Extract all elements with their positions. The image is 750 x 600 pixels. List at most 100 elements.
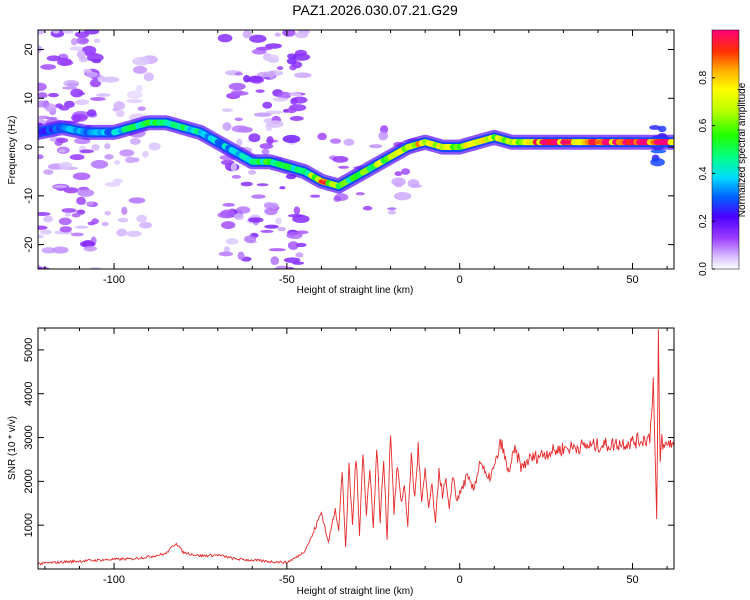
noise-blob: [72, 114, 81, 123]
spectrogram-frame: [37, 29, 675, 270]
noise-blob: [294, 31, 309, 39]
noise-blob: [135, 84, 144, 92]
noise-blob: [59, 161, 73, 170]
noise-blob: [83, 245, 97, 252]
noise-blob: [53, 184, 67, 189]
snr-ytick-label: 2000: [23, 469, 35, 493]
noise-blob: [70, 232, 84, 237]
noise-blob: [234, 72, 243, 76]
noise-blob: [282, 134, 301, 144]
noise-blob: [86, 201, 94, 206]
noise-blob: [233, 213, 245, 221]
spectrogram-ylabel: Frequency (Hz): [7, 116, 18, 185]
noise-blob: [265, 110, 283, 115]
spectrogram-xtick-label: -50: [279, 274, 295, 286]
noise-blob: [343, 138, 355, 146]
noise-blob: [277, 66, 284, 71]
noise-blob: [249, 34, 267, 43]
noise-blob: [263, 54, 279, 62]
noise-blob: [70, 88, 84, 98]
noise-blob: [253, 112, 272, 117]
noise-blob: [247, 170, 257, 175]
spectrogram-ytick-label: -10: [23, 188, 35, 204]
noise-blob: [222, 122, 232, 131]
noise-blob: [104, 182, 121, 187]
noise-blob: [38, 45, 43, 53]
noise-blob: [115, 109, 125, 118]
noise-blob: [287, 241, 299, 250]
spectrogram-xlabel: Height of straight line (km): [297, 285, 414, 296]
colorbar-tick-label: 0.8: [698, 70, 709, 84]
noise-blob: [337, 165, 350, 169]
noise-blob: [222, 202, 235, 207]
noise-blob: [277, 91, 292, 99]
snr-ytick-label: 1000: [23, 513, 35, 537]
noise-blob: [90, 96, 106, 101]
noise-blob: [261, 148, 270, 155]
noise-blob: [649, 125, 661, 130]
noise-blob: [41, 247, 56, 254]
snr-xtick-label: 0: [457, 574, 463, 586]
noise-blob: [61, 208, 77, 213]
noise-blob: [242, 30, 252, 39]
noise-blob: [333, 196, 342, 202]
noise-blob: [71, 213, 81, 218]
chart-title: PAZ1.2026.030.07.21.G29: [292, 2, 458, 18]
noise-blob: [62, 30, 74, 34]
noise-blob: [237, 251, 245, 260]
noise-blob: [91, 59, 102, 64]
noise-blob: [76, 196, 86, 205]
snr-panel: -100 -50 0 50 1000 2000 3000 4000 5000 Height of…: [7, 327, 675, 597]
noise-blob: [266, 136, 274, 145]
noise-blob: [295, 252, 304, 258]
noise-blob: [401, 168, 411, 175]
noise-blob: [40, 64, 57, 70]
noise-blob: [230, 91, 249, 96]
noise-blob: [58, 149, 66, 153]
noise-blob: [125, 156, 136, 164]
noise-blob: [275, 217, 282, 225]
noise-blob: [309, 194, 321, 198]
noise-blob: [77, 189, 95, 197]
noise-blob: [394, 171, 403, 177]
noise-blob: [39, 229, 52, 235]
noise-blob: [282, 30, 296, 37]
noise-blob: [289, 115, 304, 121]
colorbar-tick-label: 0.4: [698, 166, 709, 180]
noise-blob: [231, 125, 249, 133]
noise-blob: [234, 117, 243, 122]
noise-blob: [126, 99, 143, 104]
noise-blob: [112, 107, 119, 112]
noise-blob: [79, 149, 94, 154]
noise-blob: [277, 226, 286, 232]
noise-blob: [292, 214, 310, 224]
noise-blob: [221, 108, 234, 112]
spectrogram-ytick-label: 10: [23, 92, 35, 104]
noise-blob: [52, 30, 60, 34]
noise-blob: [148, 142, 161, 151]
noise-blob: [317, 132, 327, 141]
noise-blob: [57, 57, 72, 67]
noise-blob: [119, 149, 135, 157]
spectrogram-ytick-label: 20: [23, 43, 35, 55]
noise-blob: [650, 157, 665, 167]
noise-blob: [104, 154, 114, 160]
snr-ylabel: SNR (10 * v/v): [7, 416, 18, 480]
noise-blob: [75, 36, 89, 45]
noise-blob: [90, 159, 109, 169]
noise-blob: [270, 256, 280, 266]
noise-blob: [217, 33, 233, 43]
noise-blob: [132, 56, 150, 66]
snr-line: [38, 329, 674, 566]
noise-blob: [279, 186, 286, 190]
noise-blob: [228, 82, 246, 91]
noise-blob: [268, 70, 276, 80]
noise-blob: [116, 228, 128, 237]
noise-blob: [380, 125, 389, 134]
spectrogram-xtick-label: 0: [457, 274, 463, 286]
spectrogram-xtick-label: 50: [626, 274, 638, 286]
noise-blob: [85, 71, 99, 78]
noise-blob: [93, 38, 101, 44]
